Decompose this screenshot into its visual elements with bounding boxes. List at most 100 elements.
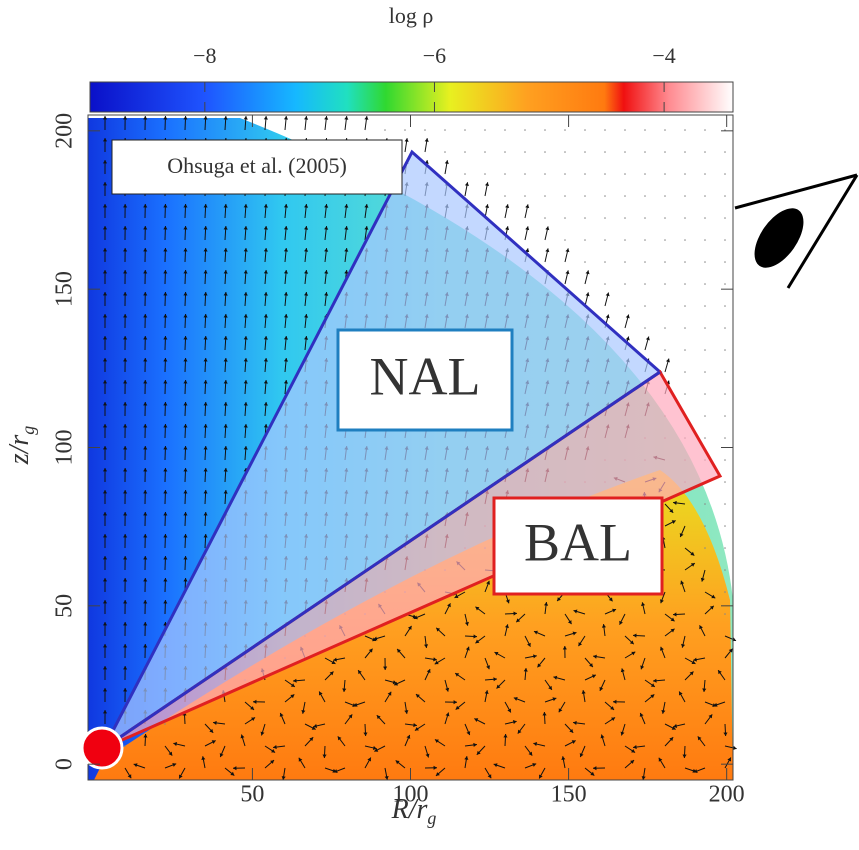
velocity-dot [724,481,726,483]
velocity-dot [504,151,506,153]
velocity-arrow-head [284,116,288,120]
velocity-dot [684,327,686,329]
velocity-dot [704,349,706,351]
velocity-dot [544,129,546,131]
velocity-dot [464,151,466,153]
velocity-arrow-head [244,116,248,120]
velocity-dot [724,437,726,439]
velocity-dot [604,151,606,153]
velocity-dot [724,591,726,593]
velocity-arrow-head [505,226,509,230]
velocity-dot [684,239,686,241]
velocity-dot [684,261,686,263]
velocity-arrow-head [485,182,489,186]
velocity-dot [644,261,646,263]
velocity-dot [724,613,726,615]
velocity-dot [604,239,606,241]
velocity-dot [724,393,726,395]
velocity-dot [704,547,706,549]
velocity-dot [724,195,726,197]
velocity-arrow-head [264,116,268,120]
velocity-dot [584,195,586,197]
velocity-dot [684,393,686,395]
y-tick-label: 0 [52,758,78,770]
velocity-arrow-head [545,248,549,252]
velocity-dot [684,371,686,373]
velocity-dot [504,129,506,131]
velocity-dot [624,283,626,285]
velocity-dot [584,129,586,131]
x-tick-label: 200 [709,782,745,808]
velocity-dot [724,547,726,549]
velocity-dot [484,173,486,175]
velocity-arrow-head [525,204,529,208]
velocity-dot [704,283,706,285]
velocity-arrow-head [565,248,569,252]
velocity-dot [684,305,686,307]
velocity-dot [524,151,526,153]
velocity-dot [464,129,466,131]
velocity-arrow-head [304,116,308,120]
velocity-dot [724,283,726,285]
velocity-dot [724,217,726,219]
velocity-arrow-head [505,204,509,208]
velocity-dot [664,129,666,131]
velocity-dot [564,217,566,219]
velocity-arrow-head [163,116,167,119]
velocity-dot [524,129,526,131]
velocity-dot [704,195,706,197]
velocity-dot [644,129,646,131]
velocity-dot [504,173,506,175]
velocity-dot [664,195,666,197]
colorbar [90,82,733,112]
velocity-dot [704,151,706,153]
velocity-dot [584,217,586,219]
velocity-dot [644,239,646,241]
velocity-dot [704,503,706,505]
black-hole [82,728,122,768]
bal-label: BAL [524,512,632,572]
eye-icon [735,175,857,288]
velocity-dot [664,151,666,153]
velocity-dot [704,129,706,131]
velocity-dot [544,217,546,219]
velocity-dot [724,415,726,417]
velocity-dot [424,129,426,131]
velocity-dot [724,569,726,571]
velocity-arrow-head [646,337,650,341]
velocity-dot [724,261,726,263]
velocity-dot [724,371,726,373]
velocity-dot [564,195,566,197]
velocity-dot [644,305,646,307]
velocity-arrow-head [465,182,469,186]
colorbar-tick-label: −6 [423,43,446,68]
velocity-dot [724,239,726,241]
velocity-dot [544,173,546,175]
velocity-dot [584,151,586,153]
velocity-dot [664,217,666,219]
velocity-dot [444,151,446,153]
velocity-arrow-head [626,314,630,318]
velocity-dot [124,745,126,747]
velocity-arrow-head [565,270,569,274]
velocity-dot [684,173,686,175]
velocity-dot [704,261,706,263]
velocity-dot [684,151,686,153]
velocity-dot [524,173,526,175]
velocity-dot [684,129,686,131]
x-tick-label: 50 [240,782,264,808]
velocity-dot [384,129,386,131]
velocity-dot [624,195,626,197]
citation: Ohsuga et al. (2005) [167,153,347,178]
velocity-dot [624,217,626,219]
figure: log ρ Ohsuga et al. (2005) NAL BAL R/rg … [0,0,859,850]
velocity-arrow-head [123,116,127,119]
velocity-dot [604,217,606,219]
colorbar-tick-label: −8 [193,43,216,68]
velocity-arrow-head [626,336,630,340]
velocity-dot [544,195,546,197]
velocity-dot [484,129,486,131]
velocity-dot [724,459,726,461]
velocity-dot [724,349,726,351]
velocity-dot [704,415,706,417]
